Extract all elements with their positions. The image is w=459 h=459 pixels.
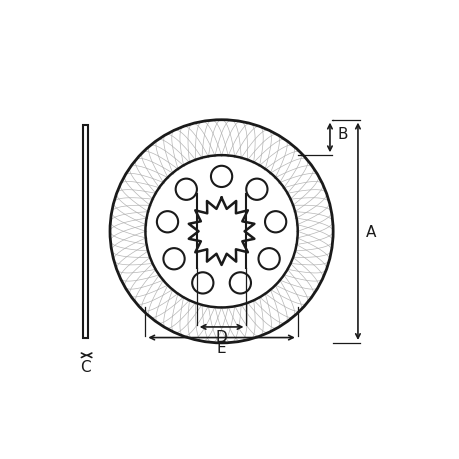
Text: B: B xyxy=(337,127,347,142)
Text: A: A xyxy=(365,224,375,239)
Text: E: E xyxy=(216,340,226,355)
Text: D: D xyxy=(215,330,227,345)
Text: C: C xyxy=(80,359,90,374)
Bar xyxy=(83,126,88,338)
